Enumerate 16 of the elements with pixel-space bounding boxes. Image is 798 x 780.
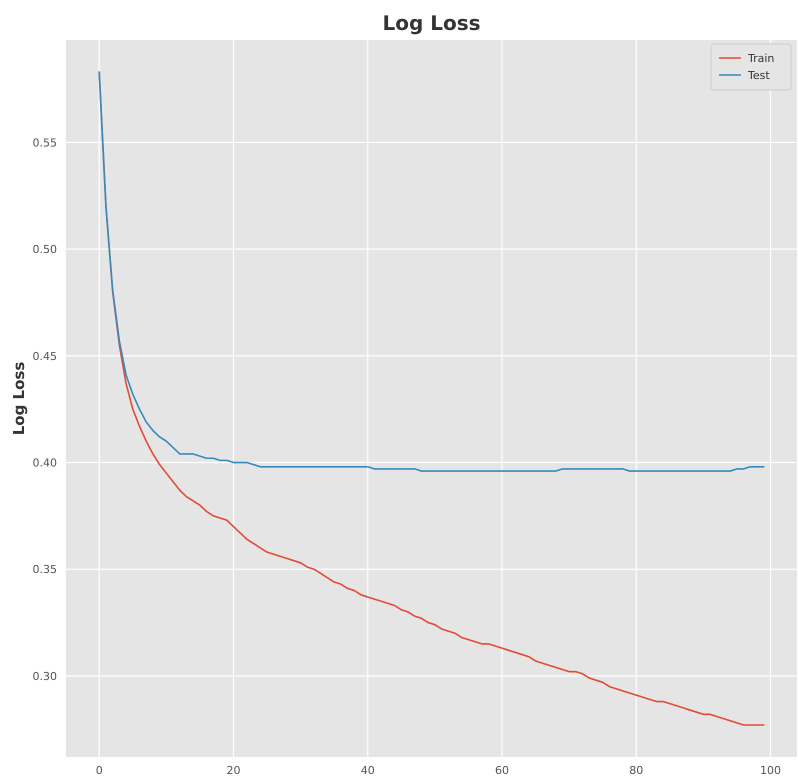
y-tick-label: 0.30	[32, 670, 57, 683]
x-tick-label: 20	[226, 764, 240, 777]
x-tick-label: 80	[629, 764, 644, 777]
chart-title: Log Loss	[382, 11, 481, 35]
y-axis-title: Log Loss	[10, 362, 28, 436]
y-tick-label: 0.35	[32, 563, 57, 576]
y-tick-label: 0.50	[32, 243, 57, 256]
x-tick-label: 100	[760, 764, 781, 777]
y-tick-label: 0.55	[32, 136, 57, 150]
x-tick-label: 40	[360, 764, 375, 777]
legend-label: Train	[747, 52, 774, 65]
x-tick-label: 0	[96, 764, 103, 777]
y-tick-label: 0.45	[32, 350, 57, 363]
y-tick-label: 0.40	[32, 456, 57, 470]
legend-label: Test	[747, 69, 770, 82]
x-tick-label: 60	[494, 764, 509, 777]
